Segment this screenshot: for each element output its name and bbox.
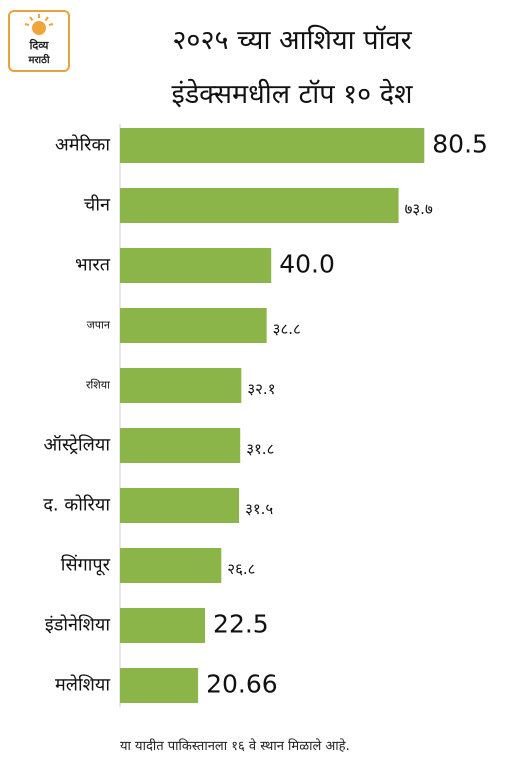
bar xyxy=(120,368,242,403)
category-label: भारत xyxy=(75,255,111,276)
bar xyxy=(120,188,399,223)
category-label: द. कोरिया xyxy=(43,494,110,516)
value-label: २६.८ xyxy=(227,560,255,578)
value-label: ३१.८ xyxy=(246,440,274,458)
bar xyxy=(120,248,272,283)
value-label: ७३.७ xyxy=(405,200,433,218)
category-label: अमेरिका xyxy=(55,134,110,156)
bar xyxy=(120,548,222,583)
divya-marathi-logo: दिव्य मराठी xyxy=(8,10,70,72)
category-label: इंडोनेशिया xyxy=(45,614,110,636)
bar xyxy=(120,308,267,343)
bar xyxy=(120,488,240,523)
footnote: या यादीत पाकिस्तानला १६ वे स्थान मिळाले … xyxy=(120,739,350,754)
value-label: ३२.१ xyxy=(247,380,275,398)
logo-line1: दिव्य xyxy=(29,39,49,52)
logo-line2: मराठी xyxy=(28,55,50,66)
bar xyxy=(120,128,425,163)
value-label: 22.5 xyxy=(213,610,269,639)
chart-title-line2: इंडेक्समधील टॉप १० देश xyxy=(171,79,413,110)
bar xyxy=(120,428,241,463)
category-label: रशिया xyxy=(86,379,110,392)
value-label: ३१.५ xyxy=(245,500,273,518)
chart-title-line1: २०२५ च्या आशिया पॉवर xyxy=(172,25,412,56)
value-label: 40.0 xyxy=(279,250,335,279)
value-label: 80.5 xyxy=(432,130,488,159)
value-label: ३८.८ xyxy=(273,320,301,338)
bar xyxy=(120,668,199,703)
bar xyxy=(120,608,206,643)
category-label: मलेशिया xyxy=(55,674,110,696)
sun-icon xyxy=(24,14,54,35)
category-label: ऑस्ट्रेलिया xyxy=(44,434,111,456)
category-label: जपान xyxy=(87,319,111,332)
value-label: 20.66 xyxy=(206,670,278,699)
category-label: सिंगापूर xyxy=(61,554,111,576)
category-label: चीन xyxy=(84,194,111,216)
